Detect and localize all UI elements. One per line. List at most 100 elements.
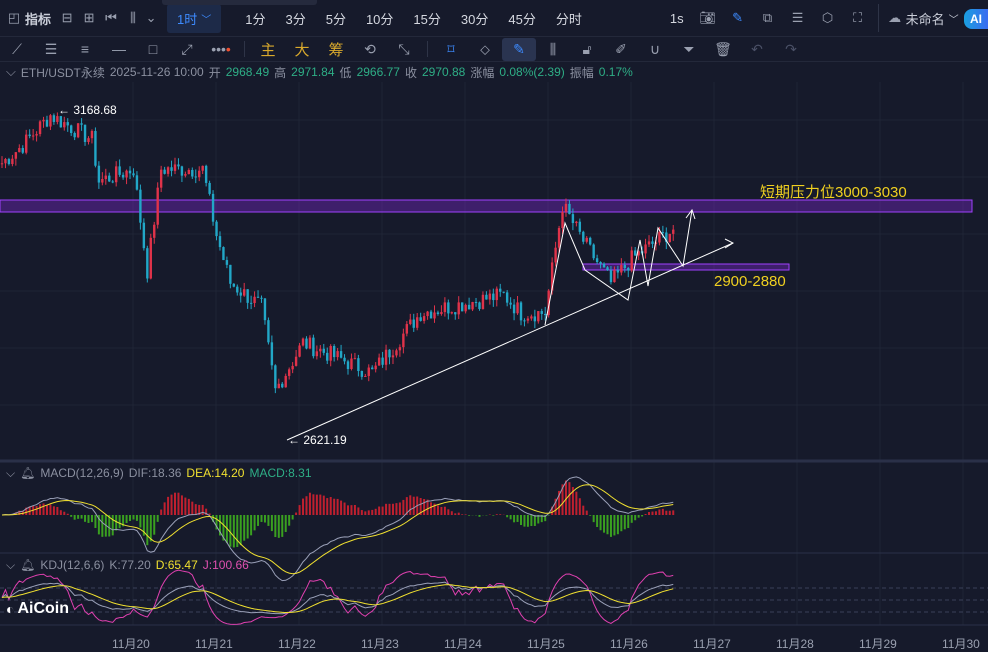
candle — [284, 375, 287, 388]
parallel-lines-tool-icon[interactable]: ☰ — [44, 40, 58, 57]
unlock-icon[interactable]: 🔓︎ — [582, 40, 592, 57]
candle — [246, 289, 249, 303]
timeframe-1m[interactable]: 1分 — [245, 11, 266, 27]
timeframe-active[interactable]: 1时 ﹀ — [167, 3, 222, 33]
timeframe-3m[interactable]: 3分 — [285, 11, 306, 27]
filter-icon[interactable]: ⏷ — [683, 40, 695, 57]
candle — [332, 345, 336, 358]
ai-button[interactable]: AI — [964, 9, 988, 29]
divider — [244, 41, 245, 57]
candle — [187, 170, 191, 175]
candle — [519, 302, 523, 321]
candle — [405, 324, 409, 334]
candles-icon[interactable]: ⫼ — [549, 40, 557, 57]
candle-type-icon[interactable]: ⫼ — [130, 10, 136, 25]
collapse-icon[interactable]: ⌵ — [6, 557, 16, 572]
timeframe-15m[interactable]: 15分 — [413, 11, 441, 27]
candle — [346, 361, 350, 370]
candle — [544, 313, 547, 316]
candle — [170, 167, 173, 171]
candle — [353, 358, 357, 360]
layout-icon[interactable]: ⊞ — [83, 10, 95, 25]
candle — [672, 229, 675, 234]
sync-draw-icon[interactable]: ⟲ — [364, 40, 376, 57]
candle — [263, 298, 267, 321]
candle — [301, 338, 305, 346]
candle — [371, 367, 374, 370]
main-force-button[interactable]: 主 — [260, 41, 276, 59]
resistance-label[interactable]: 短期压力位3000-3030 — [760, 184, 907, 201]
timeframe-timeshare[interactable]: 分时 — [555, 11, 582, 27]
candle — [329, 345, 332, 361]
arrow-tool-icon[interactable]: ⤢ — [181, 40, 193, 57]
chevron-down-icon[interactable]: ⌄ — [145, 10, 157, 25]
candle — [83, 124, 87, 142]
candle — [267, 320, 270, 343]
x-axis-label: 11月25 — [527, 637, 565, 651]
ruler-icon[interactable]: ⬦ — [480, 40, 490, 57]
candle — [25, 134, 28, 153]
settings-icon[interactable]: ⬡ — [821, 10, 834, 25]
bell-icon[interactable]: 🔔︎ — [20, 558, 36, 572]
candle — [70, 125, 73, 133]
candle — [447, 302, 450, 314]
pencil-icon[interactable]: ✎ — [732, 10, 744, 25]
timeframe-10m[interactable]: 10分 — [365, 11, 394, 27]
timeframe-45m[interactable]: 45分 — [508, 11, 536, 27]
candle — [526, 318, 530, 321]
horizontal-line-tool-icon[interactable]: — — [112, 41, 126, 57]
candle — [336, 351, 339, 358]
candle — [454, 312, 457, 315]
candle — [505, 292, 509, 303]
chip-button[interactable]: 筹 — [328, 41, 344, 59]
candle — [571, 214, 575, 224]
x-axis-label: 11月29 — [859, 637, 897, 651]
layout-name-dropdown[interactable]: ☁ 未命名 ﹀ — [888, 10, 959, 27]
trendline-tool-icon[interactable]: ⟋ — [12, 40, 22, 57]
replay-icon[interactable]: ⏮ — [105, 10, 117, 25]
fullscreen-icon[interactable]: ⛶ — [853, 10, 863, 25]
redo-icon[interactable]: ↷ — [785, 40, 797, 57]
rectangle-tool-icon[interactable]: □ — [148, 41, 158, 57]
bookmark-icon[interactable]: ⌑ — [447, 40, 455, 57]
candle — [460, 302, 464, 312]
candle — [97, 165, 101, 183]
draw-mode-icon[interactable]: ✎ — [502, 37, 536, 61]
candle — [38, 121, 42, 135]
candle — [56, 116, 59, 122]
candle — [633, 250, 637, 256]
logo-icon: ◐ — [6, 601, 15, 617]
collapse-icon[interactable]: ⌵ — [6, 465, 16, 480]
candle — [516, 302, 519, 314]
list-icon[interactable]: ☰ — [791, 10, 804, 25]
undo-icon[interactable]: ↶ — [751, 40, 763, 57]
divider — [427, 41, 428, 57]
x-axis-label: 11月20 — [112, 637, 150, 651]
seconds-button[interactable]: 1s — [669, 10, 684, 26]
collapse-icon[interactable]: ⌵ — [6, 64, 16, 79]
more-tools-icon[interactable]: ••• • — [211, 41, 231, 57]
candle — [499, 288, 502, 292]
candle — [630, 250, 633, 271]
candle — [108, 175, 111, 182]
candle — [339, 351, 343, 358]
candle — [585, 237, 588, 242]
measure-icon[interactable]: ⤡ — [398, 40, 410, 57]
bell-icon[interactable]: 🔔︎ — [20, 466, 36, 480]
indicators-button[interactable]: ◰ 指标 — [7, 10, 52, 27]
add-window-icon[interactable]: ⧉ — [762, 10, 773, 25]
edit-list-icon[interactable]: ✐ — [615, 40, 627, 57]
candle — [49, 115, 52, 127]
large-order-button[interactable]: 大 — [294, 41, 310, 59]
x-axis-label: 11月27 — [693, 637, 731, 651]
timeframe-5m[interactable]: 5分 — [325, 11, 346, 27]
horizontal-lines-tool-icon[interactable]: ≡ — [80, 41, 90, 57]
magnet-icon[interactable]: ∪ — [649, 40, 661, 57]
support-label[interactable]: 2900-2880 — [714, 273, 786, 290]
candle — [412, 319, 415, 328]
timeframe-30m[interactable]: 30分 — [460, 11, 489, 27]
camera-icon[interactable]: 📷︎ — [699, 10, 716, 25]
trash-icon[interactable]: 🗑︎ — [714, 40, 732, 57]
template-icon[interactable]: ⊟ — [61, 10, 73, 25]
